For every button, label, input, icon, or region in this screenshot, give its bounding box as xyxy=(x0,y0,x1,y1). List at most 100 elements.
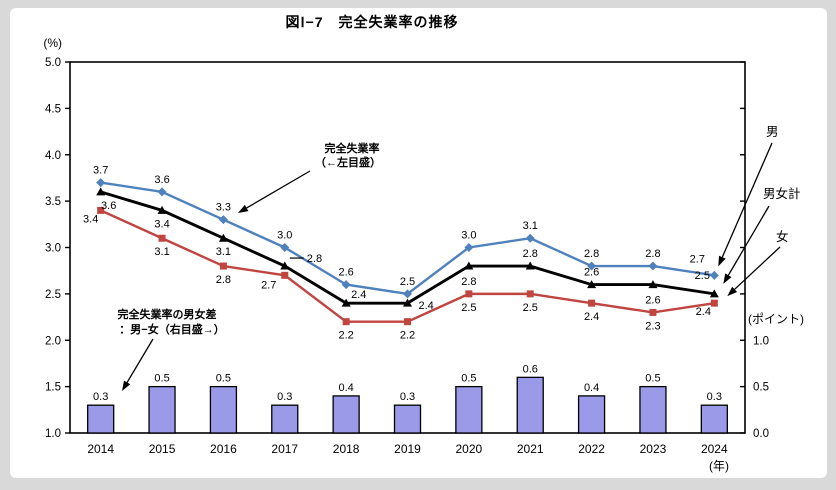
value-label-male: 2.7 xyxy=(690,253,705,265)
value-label-total: 2.4 xyxy=(419,300,434,312)
annotation-arrows xyxy=(122,142,781,391)
marker-male xyxy=(587,261,597,271)
marker-female xyxy=(404,318,411,326)
year-label: 2019 xyxy=(394,442,421,456)
marker-female xyxy=(710,299,718,307)
left-axis-tick-label: 2.5 xyxy=(45,289,61,301)
gap-bar-value: 0.5 xyxy=(645,373,660,385)
rate-annotation-line1: 完全失業率 xyxy=(325,141,380,155)
marker-total xyxy=(709,289,719,298)
value-label-male: 2.6 xyxy=(338,267,353,279)
gap-bar xyxy=(516,376,544,434)
gap-annotation-arrow-line xyxy=(126,338,154,383)
value-label-female: 2.4 xyxy=(584,311,599,323)
gap-bar-value: 0.4 xyxy=(338,382,353,394)
plot-border xyxy=(69,61,746,434)
marker-male xyxy=(218,215,228,225)
value-label-male: 3.3 xyxy=(216,202,231,214)
marker-total xyxy=(648,280,658,289)
gap-annotation-arrow-arrowhead xyxy=(122,380,131,391)
year-label: 2017 xyxy=(271,442,298,456)
marker-male xyxy=(280,243,290,252)
value-label-total: 3.6 xyxy=(101,200,116,212)
gap-bar-value: 0.6 xyxy=(523,363,538,375)
gap-bar xyxy=(393,404,422,434)
rate-annotation-arrow-arrowhead xyxy=(238,204,249,213)
legend-female-arrow-arrowhead xyxy=(727,286,738,297)
marker-female xyxy=(281,271,289,279)
marker-total xyxy=(403,298,412,307)
year-label: 2018 xyxy=(333,442,360,456)
value-label-male: 3.0 xyxy=(461,230,476,242)
value-label-total: 2.8 xyxy=(523,248,538,260)
marker-male xyxy=(96,178,106,188)
marker-female xyxy=(526,290,534,298)
chart-card xyxy=(10,8,827,478)
legend-female-arrow-line xyxy=(734,246,781,290)
gap-annotation-line2: ：男−女（右目盛→） xyxy=(119,322,224,336)
value-label-male: 3.6 xyxy=(154,174,169,186)
year-label: 2016 xyxy=(210,442,237,456)
legend-male-arrow-line xyxy=(721,142,773,258)
gap-bar-value: 0.3 xyxy=(93,391,108,403)
legend-male-arrow-arrowhead xyxy=(718,255,726,267)
year-label: 2022 xyxy=(578,442,605,456)
value-label-female: 2.2 xyxy=(338,330,353,342)
year-label: 2021 xyxy=(517,442,544,456)
gap-bar xyxy=(577,395,606,434)
year-label: 2015 xyxy=(149,442,176,456)
value-label-male: 3.7 xyxy=(93,165,108,177)
gap-bar-value: 0.5 xyxy=(216,373,231,385)
left-axis-tick-label: 4.5 xyxy=(45,103,61,115)
marker-female xyxy=(649,308,657,316)
left-axis-tick-label: 4.0 xyxy=(45,150,61,162)
gap-bar xyxy=(209,385,238,434)
gap-bar-value: 0.3 xyxy=(277,391,292,403)
rate-annotation-arrow-line xyxy=(246,170,311,209)
gap-bar xyxy=(87,404,115,434)
marker-male xyxy=(464,243,474,252)
marker-total xyxy=(157,205,167,214)
marker-female xyxy=(342,318,350,326)
value-label-total: 2.8 xyxy=(461,276,476,288)
chart-title: 図Ⅰ−7 完全失業率の推移 xyxy=(285,14,458,30)
gap-bar xyxy=(455,385,483,434)
gap-bar-value: 0.3 xyxy=(400,391,415,403)
value-label-female: 2.5 xyxy=(523,302,538,314)
year-label: 2024 xyxy=(701,442,728,456)
plot-frame: 5.0 4.5 4.0 3.5 3.0 2.5 2.0 1.5 1.0 1.0 0.5 0.0 2014… xyxy=(45,57,769,456)
value-label-female: 2.3 xyxy=(645,320,660,332)
legend-total-arrow-line xyxy=(727,205,770,276)
value-label-female: 2.7 xyxy=(261,279,276,291)
left-axis-tick-label: 2.0 xyxy=(45,335,61,347)
value-label-total: 3.1 xyxy=(216,246,231,258)
marker-male xyxy=(648,261,658,271)
value-label-total: 2.5 xyxy=(695,270,710,282)
marker-total xyxy=(341,298,351,307)
marker-total xyxy=(587,280,597,289)
legend-total-arrow-arrowhead xyxy=(723,273,732,284)
gap-bar-value: 0.3 xyxy=(707,391,722,403)
value-label-female: 2.5 xyxy=(461,302,476,314)
marker-female xyxy=(219,262,227,270)
marker-male xyxy=(157,187,167,197)
value-label-total: 2.6 xyxy=(584,267,599,279)
value-label-female: 2.2 xyxy=(400,330,415,342)
left-axis-tick-label: 5.0 xyxy=(45,57,61,69)
left-axis-tick-label: 1.5 xyxy=(45,382,61,394)
right-axis-unit: (ポイント) xyxy=(748,312,804,326)
gap-bar-value: 0.5 xyxy=(154,373,169,385)
marker-total xyxy=(464,261,474,270)
data-labels: 0.30.5 0.50.30.40.30.50.60.40.50.33.73.63… xyxy=(83,165,722,404)
right-axis-tick-label: 0.0 xyxy=(753,428,769,440)
legend-total: 男女計 xyxy=(763,186,801,201)
value-label-female: 2.8 xyxy=(216,274,231,286)
value-label-male: 2.5 xyxy=(400,276,415,288)
gap-annotation-line1: 完全失業率の男女差 xyxy=(118,307,217,321)
value-label-male: 3.1 xyxy=(523,220,538,232)
gap-bar xyxy=(148,385,176,434)
value-label-male: 3.0 xyxy=(277,230,292,242)
marker-male xyxy=(525,233,535,243)
